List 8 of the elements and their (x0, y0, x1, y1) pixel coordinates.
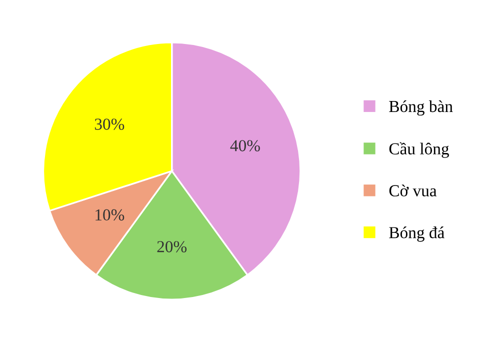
data-label: 20% (157, 241, 187, 252)
data-label: 30% (94, 118, 124, 130)
legend-label: Cờ vua (389, 184, 437, 196)
legend-label: Cầu lông (389, 142, 449, 158)
legend-label: Bóng bàn (389, 100, 453, 116)
legend-label: Bóng đá (389, 226, 444, 242)
data-label: 40% (230, 140, 260, 152)
data-label: 10% (96, 209, 124, 221)
